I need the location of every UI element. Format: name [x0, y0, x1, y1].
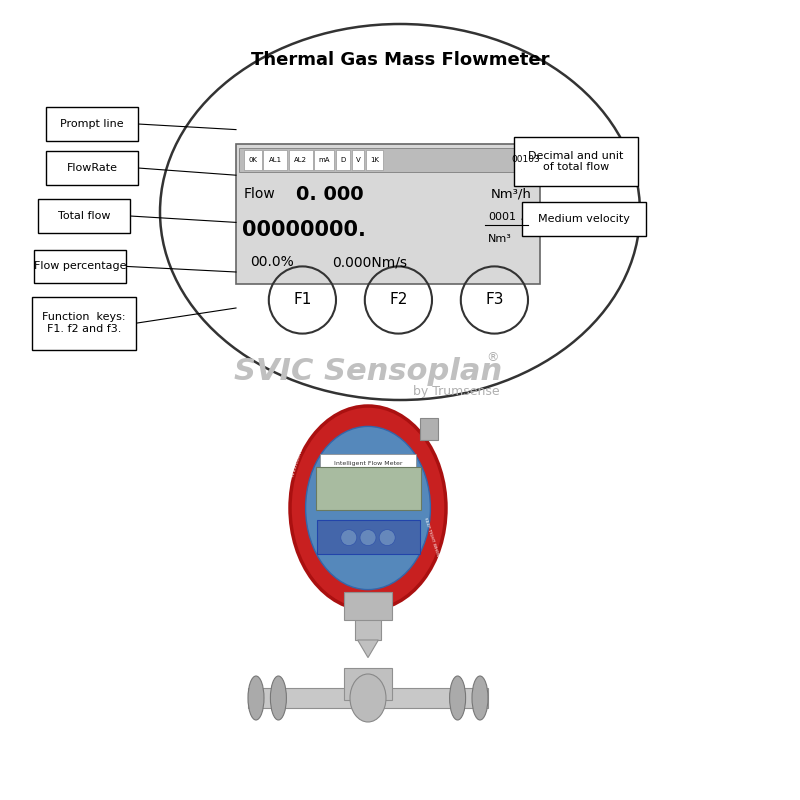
Ellipse shape [270, 676, 286, 720]
Circle shape [360, 530, 376, 546]
FancyBboxPatch shape [316, 467, 421, 510]
Text: AL2: AL2 [294, 157, 307, 163]
Text: 00000000.: 00000000. [242, 219, 366, 240]
Text: F1: F1 [294, 293, 311, 307]
Polygon shape [358, 640, 378, 658]
Bar [344, 592, 392, 620]
FancyBboxPatch shape [34, 250, 126, 283]
FancyBboxPatch shape [366, 150, 383, 170]
Text: KEEP TIGHT WHEN CIRCUIT ALIVE: KEEP TIGHT WHEN CIRCUIT ALIVE [423, 517, 449, 587]
Text: Nm³: Nm³ [488, 234, 512, 244]
Ellipse shape [450, 676, 466, 720]
Text: AL1: AL1 [269, 157, 282, 163]
Text: 0001: 0001 [488, 212, 516, 222]
Ellipse shape [472, 676, 488, 720]
Bar [248, 688, 488, 708]
Ellipse shape [248, 676, 264, 720]
Text: Prompt line: Prompt line [60, 119, 124, 129]
FancyBboxPatch shape [522, 202, 646, 236]
Text: ®: ® [486, 351, 498, 364]
Circle shape [341, 530, 357, 546]
Text: V: V [356, 157, 360, 163]
Text: Decimal and unit
of total flow: Decimal and unit of total flow [528, 150, 624, 172]
Text: Total flow: Total flow [58, 211, 110, 221]
FancyBboxPatch shape [289, 150, 313, 170]
Bar [355, 610, 381, 640]
FancyBboxPatch shape [236, 144, 540, 284]
Text: 1K: 1K [370, 157, 379, 163]
FancyBboxPatch shape [352, 150, 364, 170]
Text: 00.0%: 00.0% [250, 255, 294, 270]
Text: Medium velocity: Medium velocity [538, 214, 630, 224]
Text: 0K: 0K [248, 157, 258, 163]
Text: Thermal Gas Mass Flowmeter: Thermal Gas Mass Flowmeter [250, 51, 550, 69]
FancyBboxPatch shape [336, 150, 350, 170]
Text: SVIC Sensoplan: SVIC Sensoplan [234, 358, 502, 386]
FancyBboxPatch shape [420, 418, 438, 440]
Circle shape [379, 530, 395, 546]
Ellipse shape [350, 674, 386, 722]
Text: mA: mA [318, 157, 330, 163]
Ellipse shape [290, 406, 446, 610]
Text: F2: F2 [390, 293, 407, 307]
Ellipse shape [306, 426, 430, 590]
FancyBboxPatch shape [314, 150, 334, 170]
Text: 00103: 00103 [511, 155, 540, 165]
FancyBboxPatch shape [46, 107, 138, 141]
Bar [344, 668, 392, 700]
FancyBboxPatch shape [239, 148, 537, 172]
FancyBboxPatch shape [320, 454, 416, 472]
FancyBboxPatch shape [46, 151, 138, 185]
Text: Flow percentage: Flow percentage [34, 262, 126, 271]
Text: FlowRate: FlowRate [66, 163, 118, 173]
Text: Intelligent Flow Meter: Intelligent Flow Meter [334, 461, 402, 466]
Text: by Trumsense: by Trumsense [413, 386, 499, 398]
FancyBboxPatch shape [38, 199, 130, 233]
Text: IN EXPLOSIVE ATMOSPHERE: IN EXPLOSIVE ATMOSPHERE [291, 418, 314, 478]
FancyBboxPatch shape [32, 297, 136, 350]
FancyBboxPatch shape [514, 137, 638, 186]
Text: D: D [341, 157, 346, 163]
FancyBboxPatch shape [244, 150, 262, 170]
FancyBboxPatch shape [317, 520, 420, 554]
Text: 0.000Nm/s: 0.000Nm/s [332, 255, 407, 270]
FancyBboxPatch shape [263, 150, 287, 170]
Text: Nm³/h: Nm³/h [491, 188, 532, 201]
Text: Function  keys:
F1. f2 and f3.: Function keys: F1. f2 and f3. [42, 313, 126, 334]
Text: 0. 000: 0. 000 [296, 185, 364, 204]
Text: Flow: Flow [244, 187, 276, 202]
Text: F3: F3 [485, 293, 504, 307]
